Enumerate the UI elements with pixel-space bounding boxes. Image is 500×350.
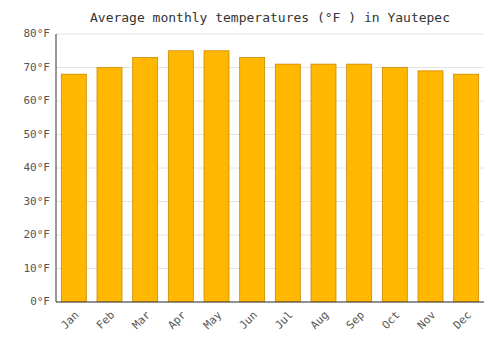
- x-tick-label: Mar: [130, 308, 154, 332]
- bar: [240, 57, 265, 302]
- x-tick-label: Oct: [379, 309, 402, 332]
- bar: [61, 74, 86, 302]
- y-tick-label: 20°F: [24, 228, 51, 241]
- x-tick-label: Jun: [237, 309, 260, 332]
- bar: [168, 51, 193, 302]
- x-tick-label: May: [201, 308, 225, 332]
- y-tick-label: 60°F: [24, 94, 51, 107]
- grid-line: [56, 34, 484, 35]
- bars: [61, 51, 478, 302]
- grid-line: [56, 302, 484, 303]
- bar: [275, 64, 300, 302]
- x-tick-label: Nov: [415, 308, 439, 332]
- x-tick-label: Jul: [272, 309, 295, 332]
- x-tick-label: Aug: [308, 309, 331, 332]
- bar: [133, 57, 158, 302]
- y-ticks: 0°F 10°F 20°F 30°F 40°F 50°F 60°F 70°F 80°F: [24, 27, 51, 308]
- title: Average monthly temperatures (°F ) in Ya…: [90, 10, 450, 25]
- x-tick-label: Dec: [451, 309, 474, 332]
- y-tick-label: 0°F: [30, 295, 50, 308]
- x-tick-label: Jan: [58, 309, 81, 332]
- x-tick-label: Apr: [165, 308, 189, 332]
- chart: 0°F 10°F 20°F 30°F 40°F 50°F 60°F 70°F 80°F Jan Fe…: [0, 0, 500, 350]
- bar: [454, 74, 479, 302]
- grid: [56, 34, 484, 302]
- y-tick-label: 40°F: [24, 161, 51, 174]
- y-tick-label: 30°F: [24, 195, 51, 208]
- x-ticks: Jan Feb Mar Apr May Jun Jul Aug Sep Oct Nov Dec: [58, 308, 474, 332]
- y-tick-label: 50°F: [24, 128, 51, 141]
- x-tick-label: Feb: [94, 309, 117, 332]
- y-tick-label: 80°F: [24, 27, 51, 40]
- bar: [97, 68, 122, 303]
- y-axis: [56, 34, 57, 302]
- bar: [382, 68, 407, 303]
- x-tick-label: Sep: [344, 309, 367, 332]
- bar: [204, 51, 229, 302]
- y-tick-label: 70°F: [24, 61, 51, 74]
- bar: [311, 64, 336, 302]
- y-tick-label: 10°F: [24, 262, 51, 275]
- bar: [347, 64, 372, 302]
- x-axis: [56, 302, 484, 303]
- bar: [418, 71, 443, 302]
